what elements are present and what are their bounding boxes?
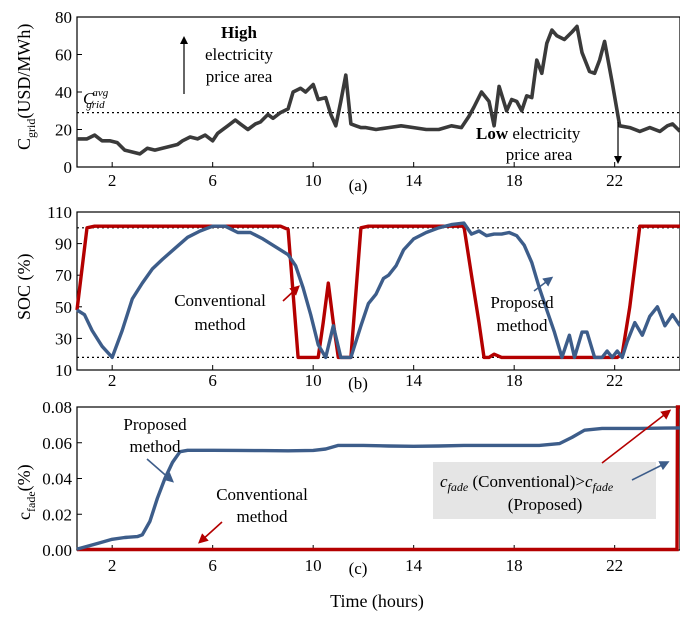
panel-b-frame bbox=[76, 211, 680, 371]
x-tick-label: 10 bbox=[305, 171, 322, 190]
x-tick-label: 6 bbox=[208, 556, 217, 575]
x-tick-label: 2 bbox=[108, 371, 117, 390]
avg-label: Cavg grid bbox=[83, 87, 109, 111]
high-label-line2: electricity bbox=[205, 45, 273, 64]
x-tick-label: 22 bbox=[606, 556, 623, 575]
y-tick-label: 0 bbox=[64, 158, 73, 177]
y-tick-label: 40 bbox=[55, 83, 72, 102]
high-label: High bbox=[221, 23, 257, 42]
y-tick-label: 110 bbox=[47, 203, 72, 222]
panel-b-ylabel: SOC (%) bbox=[14, 253, 35, 320]
prop-label-c: Proposed bbox=[123, 415, 187, 434]
y-tick-label: 0.08 bbox=[42, 398, 72, 417]
comparison-arrow-blue bbox=[631, 461, 670, 481]
panel-a-frame bbox=[76, 16, 680, 168]
soc-proposed-line bbox=[76, 221, 680, 360]
comparison-text-line2: (Proposed) bbox=[508, 495, 583, 514]
y-tick-label: 0.06 bbox=[42, 434, 72, 453]
y-tick-label: 50 bbox=[55, 298, 72, 317]
x-tick-label: 6 bbox=[208, 171, 217, 190]
y-tick-label: 0.04 bbox=[42, 470, 72, 489]
conv-label-c: Conventional bbox=[216, 485, 308, 504]
prop-arrow-c bbox=[146, 458, 175, 483]
x-tick-label: 10 bbox=[305, 556, 322, 575]
panel-a-label: (a) bbox=[349, 176, 368, 195]
prop-arrow-b bbox=[533, 276, 554, 292]
conv-label-c-line2: method bbox=[237, 507, 288, 526]
panel-b-label: (b) bbox=[348, 374, 368, 393]
x-tick-label: 14 bbox=[405, 171, 423, 190]
panel-a-ylabel: Cgrid(USD/MWh) bbox=[14, 24, 38, 150]
conv-arrow-b bbox=[282, 285, 300, 302]
y-tick-label: 0.00 bbox=[42, 541, 72, 560]
panel-c-ylabel: cfade(%) bbox=[14, 464, 38, 520]
x-tick-label: 22 bbox=[606, 371, 623, 390]
comparison-box bbox=[433, 462, 656, 519]
y-tick-label: 0.02 bbox=[42, 505, 72, 524]
x-tick-label: 2 bbox=[108, 556, 117, 575]
high-label-line3: price area bbox=[206, 67, 273, 86]
x-tick-label: 18 bbox=[506, 171, 523, 190]
panel-b: 2 6 10 14 18 22 10 30 50 70 90 110 SOC (%) Conventi… bbox=[14, 203, 680, 393]
y-tick-label: 10 bbox=[55, 361, 72, 380]
panel-c-label: (c) bbox=[349, 559, 368, 578]
fade-proposed-line bbox=[76, 426, 680, 551]
x-tick-label: 22 bbox=[606, 171, 623, 190]
x-tick-label: 6 bbox=[208, 371, 217, 390]
y-tick-label: 70 bbox=[55, 266, 72, 285]
panel-b-ticks: 2 6 10 14 18 22 10 30 50 70 90 110 bbox=[47, 203, 623, 390]
comparison-arrow-red bbox=[601, 409, 672, 464]
prop-label-b: Proposed bbox=[490, 293, 554, 312]
panel-c: 2 6 10 14 18 220.000.020.040.060.08 cfade(%) … bbox=[14, 398, 680, 612]
panel-c-ticks: 2 6 10 14 18 22 0.00 0.02 0.04 0.06 0.08 bbox=[42, 398, 623, 575]
comparison-text: cfade (Conventional)>cfade bbox=[440, 472, 614, 494]
y-tick-label: 30 bbox=[55, 329, 72, 348]
y-tick-label: 90 bbox=[55, 235, 72, 254]
low-label-line2: price area bbox=[506, 145, 573, 164]
y-tick-label: 80 bbox=[55, 8, 72, 27]
x-tick-label: 18 bbox=[506, 371, 523, 390]
panel-a: 2 6 10 14 18 22 0 20 40 60 80 Cgrid(USD/MWh) Cavg g… bbox=[14, 8, 680, 195]
prop-label-b-line2: method bbox=[497, 316, 548, 335]
panel-a-ticks: 2 6 10 14 18 22 0 20 40 60 80 bbox=[55, 8, 623, 190]
conv-label-b-line2: method bbox=[195, 315, 246, 334]
conv-arrow-c bbox=[198, 521, 223, 544]
low-label: Low electricity bbox=[476, 124, 581, 143]
x-tick-label: 14 bbox=[405, 556, 423, 575]
fade-conventional-line bbox=[77, 405, 680, 552]
x-tick-label: 18 bbox=[506, 556, 523, 575]
price-series-line bbox=[77, 24, 680, 156]
conv-label-b: Conventional bbox=[174, 291, 266, 310]
prop-label-c-line2: method bbox=[130, 437, 181, 456]
x-tick-label: 2 bbox=[108, 171, 117, 190]
x-axis-label: Time (hours) bbox=[330, 591, 424, 612]
y-tick-label: 20 bbox=[55, 121, 72, 140]
x-tick-label: 14 bbox=[405, 371, 423, 390]
x-tick-label: 10 bbox=[305, 371, 322, 390]
y-tick-label: 60 bbox=[55, 46, 72, 65]
